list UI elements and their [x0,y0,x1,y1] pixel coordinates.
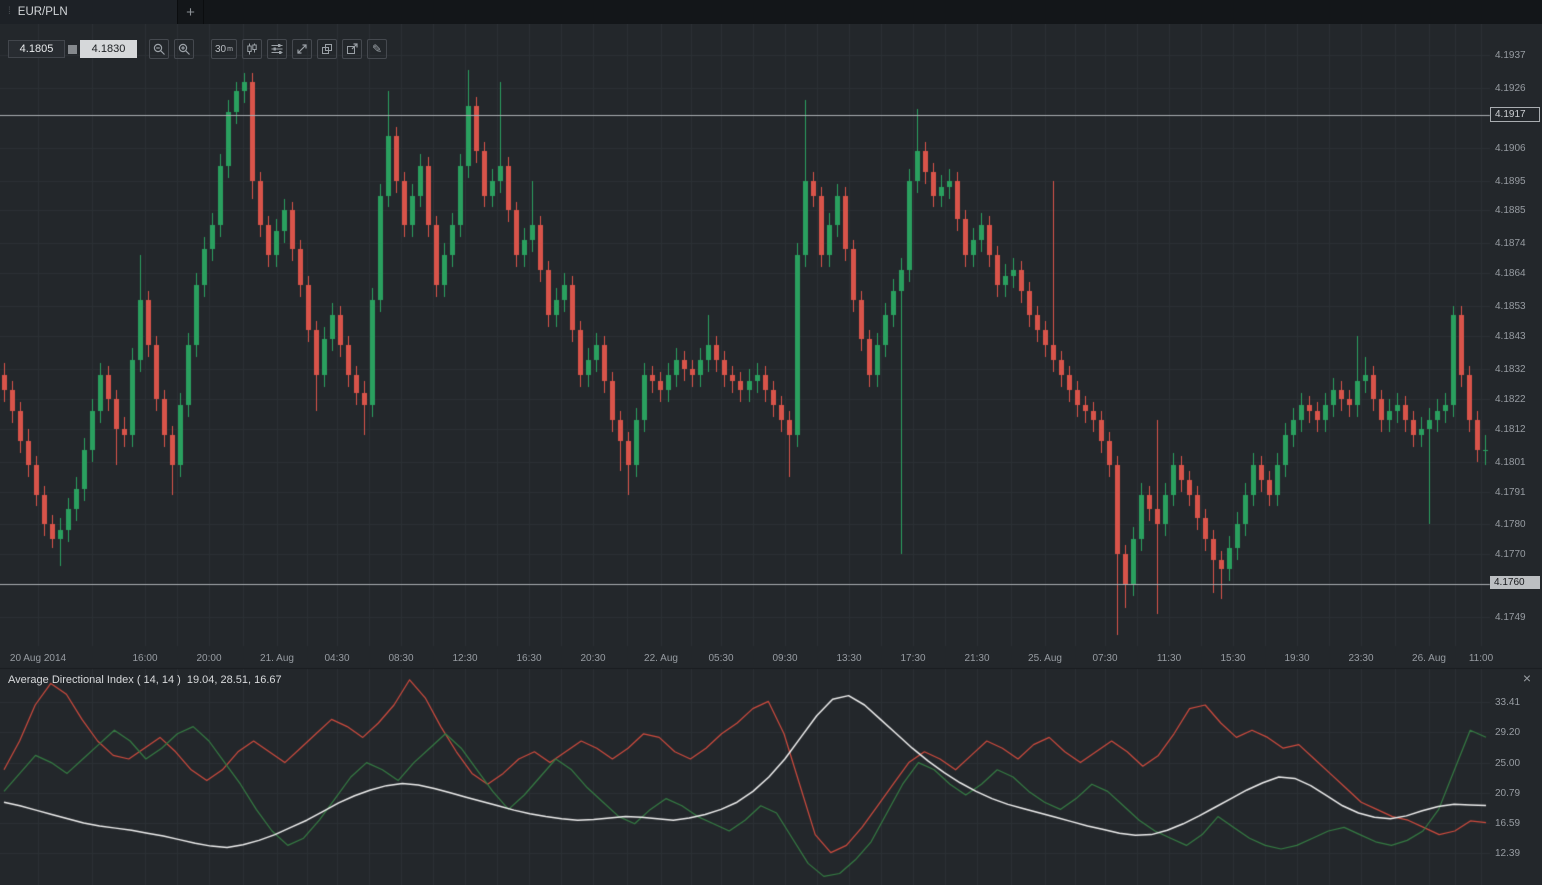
indicators-sliders-icon [271,44,283,54]
zoom-out-button[interactable] [149,39,169,59]
expand-icon [297,44,307,54]
indicator-header: Average Directional Index ( 14, 14 ) 19.0… [8,674,282,686]
draw-button[interactable]: ✎ [366,39,387,59]
tab-label: EUR/PLN [17,6,68,18]
chart-stage: 4.1805 4.1830 30 m [0,24,1542,885]
indicators-button[interactable] [266,39,287,59]
chart-toolbar: 4.1805 4.1830 30 m [8,39,392,59]
pencil-icon: ✎ [371,42,382,56]
sell-price-button[interactable]: 4.1805 [8,40,65,58]
chart-type-button[interactable] [241,39,262,59]
buy-price-button[interactable]: 4.1830 [80,40,137,58]
timeframe-button[interactable]: 30 m [211,39,237,59]
quote-drag-handle[interactable] [68,44,77,54]
export-button[interactable] [341,39,362,59]
indicator-name: Average Directional Index ( 14, 14 ) [8,674,181,686]
expand-button[interactable] [291,39,312,59]
indicator-close-button[interactable]: × [1522,670,1532,686]
candlestick-icon [247,43,257,55]
tab-bar: ⁞ EUR/PLN + [0,0,1542,24]
zoom-in-button[interactable] [174,39,194,59]
duplicate-icon [321,44,332,54]
new-tab-button[interactable]: + [178,0,204,24]
export-icon [346,43,358,54]
duplicate-button[interactable] [316,39,337,59]
tab-eurpln[interactable]: ⁞ EUR/PLN [0,0,178,24]
timeframe-unit: m [227,45,233,53]
tab-grip-icon: ⁞ [8,6,11,17]
timeframe-value: 30 [215,43,227,55]
candlestick-chart-canvas[interactable] [0,24,1542,885]
zoom-in-icon [178,43,190,55]
indicator-values: 19.04, 28.51, 16.67 [186,674,282,686]
zoom-out-icon [153,43,165,55]
